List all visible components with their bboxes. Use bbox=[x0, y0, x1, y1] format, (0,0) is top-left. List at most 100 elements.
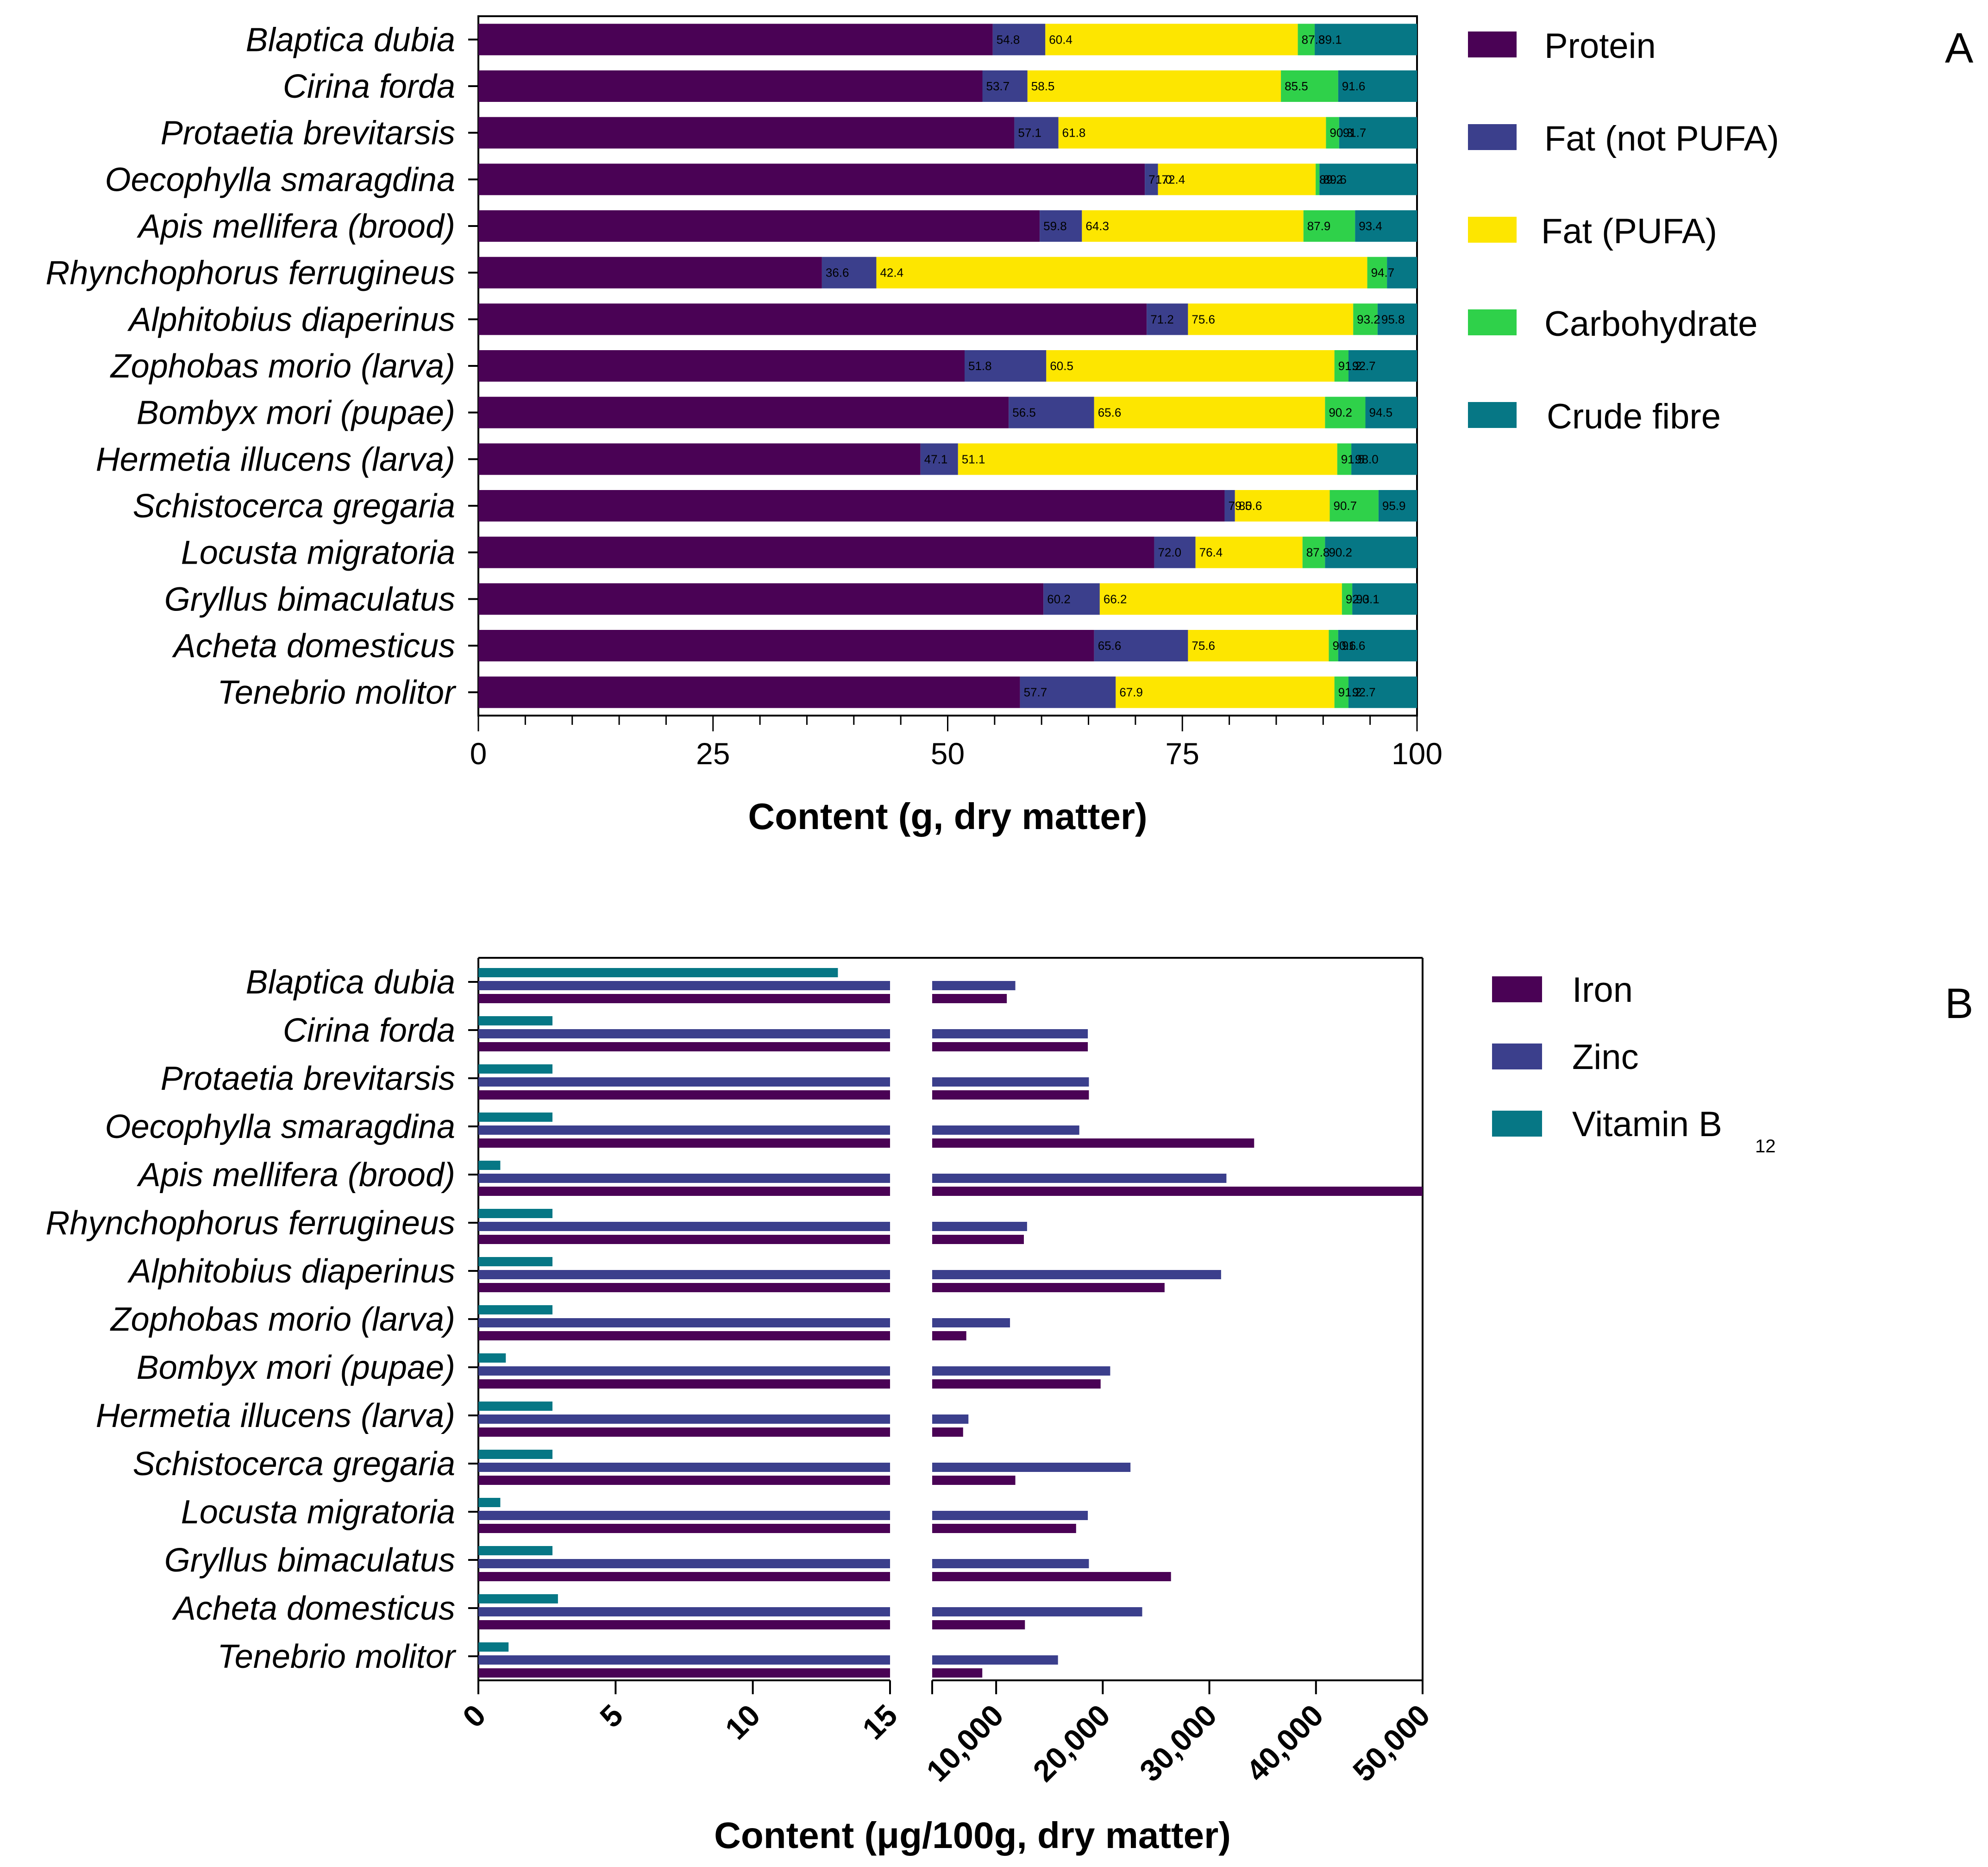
segment-label-hermetia-illucens-larva-1: 47.1 bbox=[924, 452, 948, 466]
bar-fat-pufa-acheta-domesticus bbox=[1188, 630, 1329, 661]
segment-label-apis-mellifera-brood-1: 59.8 bbox=[1043, 219, 1067, 233]
bar-zinc-hermetia-illucens-larva-part1 bbox=[478, 1414, 890, 1424]
bar-fat-pufa-rhynchophorus-ferrugineus bbox=[876, 257, 1367, 289]
bar-zinc-tenebrio-molitor-part1 bbox=[478, 1655, 890, 1665]
segment-label-oecophylla-smaragdina-2: 72.4 bbox=[1162, 172, 1185, 186]
bar-protein-schistocerca-gregaria bbox=[478, 490, 1225, 522]
bar-zinc-locusta-migratoria-part1 bbox=[478, 1511, 890, 1520]
x-tick-label-10-000: 10,000 bbox=[920, 1698, 1010, 1788]
category-label-hermetia-illucens-larva: Hermetia illucens (larva) bbox=[96, 1397, 455, 1434]
bar-zinc-bombyx-mori-pupae-part2 bbox=[932, 1366, 1110, 1376]
bar-protein-rhynchophorus-ferrugineus bbox=[478, 257, 822, 289]
panel-b-micronutrient-bar-chart: Blaptica dubia Cirina forda Protaetia brev… bbox=[45, 957, 1973, 1856]
bar-carbohydrate-apis-mellifera-brood bbox=[1303, 210, 1355, 242]
bar-carbohydrate-hermetia-illucens-larva bbox=[1337, 443, 1352, 475]
segment-label-rhynchophorus-ferrugineus-1: 36.6 bbox=[826, 266, 849, 280]
segment-label-hermetia-illucens-larva-4: 98.0 bbox=[1355, 452, 1379, 466]
bar-fat-not-pufa-tenebrio-molitor bbox=[1020, 676, 1116, 708]
category-label-bombyx-mori-pupae: Bombyx mori (pupae) bbox=[137, 1349, 455, 1386]
category-label-oecophylla-smaragdina: Oecophylla smaragdina bbox=[105, 1108, 455, 1145]
bar-zinc-oecophylla-smaragdina-part2 bbox=[932, 1125, 1079, 1135]
bar-iron-cirina-forda-part2 bbox=[932, 1042, 1088, 1051]
category-label-blaptica-dubia: Blaptica dubia bbox=[246, 964, 455, 1001]
bar-fat-not-pufa-alphitobius-diaperinus bbox=[1147, 303, 1188, 335]
panel-b-x-axis-title: Content (μg/100g, dry matter) bbox=[714, 1815, 1231, 1856]
category-label-schistocerca-gregaria: Schistocerca gregaria bbox=[133, 1446, 455, 1483]
bar-carbohydrate-cirina-forda bbox=[1281, 70, 1338, 102]
bar-crude-fibre-bombyx-mori-pupae bbox=[1365, 396, 1417, 428]
bar-carbohydrate-bombyx-mori-pupae bbox=[1325, 396, 1366, 428]
bar-vitamin-b-oecophylla-smaragdina bbox=[478, 1113, 553, 1122]
segment-label-bombyx-mori-pupae-2: 65.6 bbox=[1098, 406, 1122, 420]
category-label-tenebrio-molitor: Tenebrio molitor bbox=[217, 1638, 457, 1675]
bar-fat-pufa-apis-mellifera-brood bbox=[1082, 210, 1304, 242]
segment-label-oecophylla-smaragdina-1: 71.0 bbox=[1148, 172, 1172, 186]
x-tick-label-100: 100 bbox=[1392, 736, 1442, 771]
bar-carbohydrate-schistocerca-gregaria bbox=[1330, 490, 1379, 522]
bar-fat-not-pufa-acheta-domesticus bbox=[1094, 630, 1188, 661]
bar-zinc-blaptica-dubia-part1 bbox=[478, 981, 890, 990]
bar-carbohydrate-protaetia-brevitarsis bbox=[1326, 117, 1339, 149]
bar-fat-pufa-hermetia-illucens-larva bbox=[958, 443, 1337, 475]
segment-label-zophobas-morio-larva-1: 51.8 bbox=[968, 359, 992, 373]
bar-crude-fibre-protaetia-brevitarsis bbox=[1339, 117, 1417, 149]
bar-iron-apis-mellifera-brood-part1 bbox=[478, 1187, 890, 1196]
bar-zinc-alphitobius-diaperinus-part1 bbox=[478, 1270, 890, 1279]
segment-label-gryllus-bimaculatus-4: 93.1 bbox=[1356, 592, 1380, 606]
legend-swatch-fat-pufa bbox=[1468, 217, 1517, 243]
panel-b-letter: B bbox=[1945, 980, 1973, 1027]
bar-fat-pufa-oecophylla-smaragdina bbox=[1158, 163, 1316, 195]
x-tick-label-40-000: 40,000 bbox=[1240, 1698, 1330, 1788]
bar-iron-bombyx-mori-pupae-part2 bbox=[932, 1379, 1101, 1389]
segment-label-gryllus-bimaculatus-3: 92.0 bbox=[1346, 592, 1369, 606]
bar-carbohydrate-tenebrio-molitor bbox=[1334, 676, 1349, 708]
legend-swatch-zinc bbox=[1492, 1044, 1542, 1069]
bar-zinc-zophobas-morio-larva-part1 bbox=[478, 1318, 890, 1327]
bar-vitamin-b-gryllus-bimaculatus bbox=[478, 1546, 553, 1555]
bar-fat-pufa-alphitobius-diaperinus bbox=[1188, 303, 1354, 335]
x-tick-label-50-000: 50,000 bbox=[1346, 1698, 1436, 1788]
bar-iron-zophobas-morio-larva-part1 bbox=[478, 1331, 890, 1340]
bar-iron-protaetia-brevitarsis-part2 bbox=[932, 1090, 1089, 1100]
legend-label-carbohydrate: Carbohydrate bbox=[1544, 304, 1758, 344]
x-tick-label-5: 5 bbox=[593, 1698, 629, 1734]
bar-crude-fibre-rhynchophorus-ferrugineus bbox=[1387, 257, 1417, 289]
bar-zinc-oecophylla-smaragdina-part1 bbox=[478, 1125, 890, 1135]
bar-crude-fibre-apis-mellifera-brood bbox=[1355, 210, 1417, 242]
segment-label-blaptica-dubia-2: 60.4 bbox=[1049, 32, 1072, 46]
segment-label-alphitobius-diaperinus-2: 75.6 bbox=[1192, 312, 1215, 326]
bar-zinc-rhynchophorus-ferrugineus-part2 bbox=[932, 1222, 1027, 1231]
segment-label-oecophylla-smaragdina-4: 89.6 bbox=[1323, 172, 1347, 186]
segment-label-cirina-forda-3: 85.5 bbox=[1285, 79, 1308, 93]
segment-label-cirina-forda-2: 58.5 bbox=[1031, 79, 1055, 93]
bar-iron-hermetia-illucens-larva-part2 bbox=[932, 1427, 963, 1437]
segment-label-bombyx-mori-pupae-3: 90.2 bbox=[1329, 406, 1352, 420]
bar-zinc-tenebrio-molitor-part2 bbox=[932, 1655, 1058, 1665]
segment-label-zophobas-morio-larva-4: 92.7 bbox=[1352, 359, 1376, 373]
bar-iron-protaetia-brevitarsis-part1 bbox=[478, 1090, 890, 1100]
bar-protein-zophobas-morio-larva bbox=[478, 350, 965, 382]
segment-label-zophobas-morio-larva-2: 60.5 bbox=[1050, 359, 1073, 373]
bar-zinc-cirina-forda-part1 bbox=[478, 1029, 890, 1038]
bar-carbohydrate-blaptica-dubia bbox=[1298, 24, 1315, 56]
legend-subscript: 12 bbox=[1755, 1136, 1776, 1157]
category-label-tenebrio-molitor: Tenebrio molitor bbox=[217, 674, 457, 711]
bar-vitamin-b-zophobas-morio-larva bbox=[478, 1305, 553, 1314]
bar-iron-rhynchophorus-ferrugineus-part1 bbox=[478, 1235, 890, 1244]
segment-label-tenebrio-molitor-4: 92.7 bbox=[1352, 685, 1376, 699]
category-label-acheta-domesticus: Acheta domesticus bbox=[172, 1590, 455, 1627]
x-tick-label-0: 0 bbox=[470, 736, 487, 771]
bar-protein-alphitobius-diaperinus bbox=[478, 303, 1147, 335]
segment-label-acheta-domesticus-2: 75.6 bbox=[1192, 639, 1215, 653]
x-tick-label-20-000: 20,000 bbox=[1026, 1698, 1116, 1788]
bar-crude-fibre-hermetia-illucens-larva bbox=[1351, 443, 1417, 475]
category-label-cirina-forda: Cirina forda bbox=[283, 1012, 455, 1049]
bar-protein-protaetia-brevitarsis bbox=[478, 117, 1015, 149]
category-label-zophobas-morio-larva: Zophobas morio (larva) bbox=[110, 348, 455, 385]
segment-label-schistocerca-gregaria-2: 80.6 bbox=[1239, 499, 1262, 513]
bar-crude-fibre-locusta-migratoria bbox=[1325, 536, 1417, 568]
bar-crude-fibre-cirina-forda bbox=[1338, 70, 1417, 102]
bar-crude-fibre-gryllus-bimaculatus bbox=[1352, 583, 1417, 615]
bar-carbohydrate-oecophylla-smaragdina bbox=[1316, 163, 1320, 195]
bar-vitamin-b-tenebrio-molitor bbox=[478, 1642, 509, 1652]
